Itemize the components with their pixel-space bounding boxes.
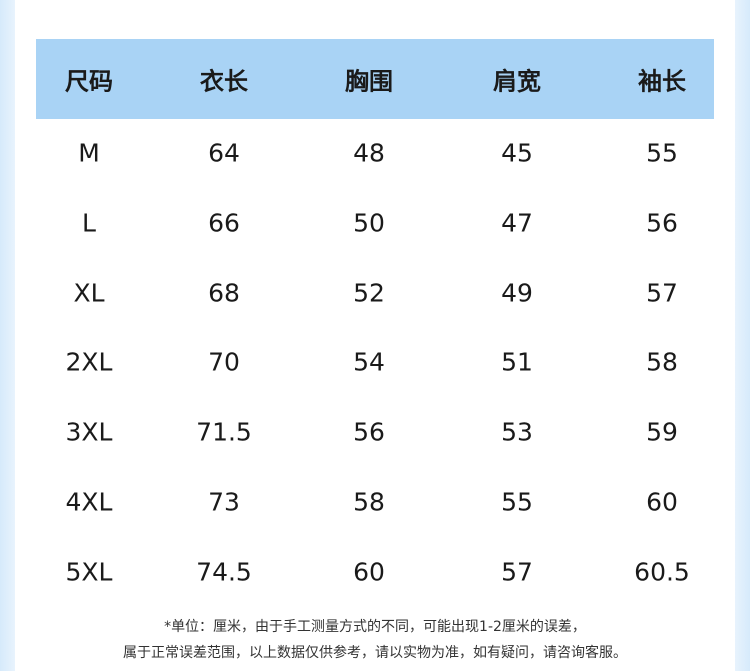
table-cell: 45 <box>501 138 533 168</box>
size-label: 4XL <box>65 487 113 517</box>
table-cell: 59 <box>646 417 678 447</box>
size-label: XL <box>73 278 105 308</box>
table-cell: 54 <box>353 347 385 377</box>
table-cell: 74.5 <box>196 557 252 587</box>
table-cell: 66 <box>208 208 240 238</box>
table-cell: 57 <box>501 557 533 587</box>
column-header: 衣长 <box>200 67 248 96</box>
size-label: M <box>78 138 100 168</box>
table-cell: 47 <box>501 208 533 238</box>
column-header: 肩宽 <box>493 67 541 96</box>
table-cell: 58 <box>353 487 385 517</box>
column-header: 胸围 <box>345 67 393 96</box>
table-cell: 53 <box>501 417 533 447</box>
table-cell: 49 <box>501 278 533 308</box>
table-cell: 71.5 <box>196 417 252 447</box>
table-cell: 55 <box>646 138 678 168</box>
table-cell: 57 <box>646 278 678 308</box>
note-line-1: *单位：厘米，由于手工测量方式的不同，可能出现1-2厘米的误差， <box>164 619 586 635</box>
table-cell: 50 <box>353 208 385 238</box>
table-cell: 60 <box>646 487 678 517</box>
table-cell: 58 <box>646 347 678 377</box>
left-border <box>0 0 15 671</box>
right-border <box>735 0 750 671</box>
table-cell: 51 <box>501 347 533 377</box>
table-cell: 64 <box>208 138 240 168</box>
table-cell: 48 <box>353 138 385 168</box>
table-cell: 56 <box>353 417 385 447</box>
note-line-2: 属于正常误差范围，以上数据仅供参考，请以实物为准，如有疑问，请咨询客服。 <box>123 645 627 661</box>
table-cell: 60.5 <box>634 557 690 587</box>
size-label: 3XL <box>65 417 113 447</box>
table-cell: 60 <box>353 557 385 587</box>
table-cell: 68 <box>208 278 240 308</box>
table-cell: 52 <box>353 278 385 308</box>
size-label: 2XL <box>65 347 113 377</box>
size-label: L <box>82 208 96 238</box>
table-cell: 73 <box>208 487 240 517</box>
column-header: 袖长 <box>638 67 686 96</box>
column-header: 尺码 <box>65 67 113 96</box>
table-cell: 70 <box>208 347 240 377</box>
table-cell: 55 <box>501 487 533 517</box>
table-header <box>36 39 714 119</box>
size-label: 5XL <box>65 557 113 587</box>
table-cell: 56 <box>646 208 678 238</box>
